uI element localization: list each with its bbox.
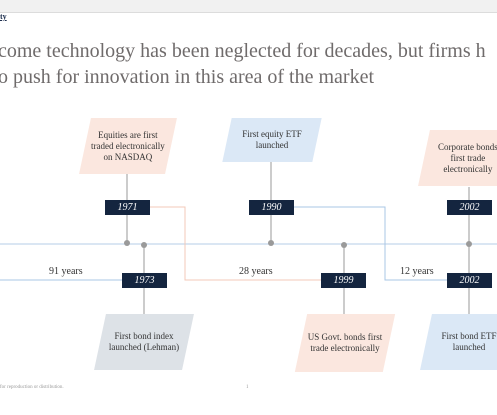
- event-card-1990: First equity ETF launched: [222, 118, 322, 162]
- top-toolbar-strip: [0, 0, 497, 13]
- footer-disclaimer: for reproduction or distribution.: [0, 385, 64, 390]
- title-line-1: come technology has been neglected for d…: [0, 40, 486, 62]
- year-label-1973: 1973: [122, 273, 167, 288]
- year-label-1971: 1971: [105, 200, 150, 215]
- gap-label-2: 28 years: [237, 266, 275, 278]
- event-card-1973: First bond index launched (Lehman): [94, 314, 194, 370]
- gap-connector-3: [294, 206, 448, 281]
- title-line-2: o push for innovation in this area of th…: [0, 66, 375, 88]
- year-label-2002-top: 2002: [447, 200, 492, 215]
- year-label-1999: 1999: [321, 273, 366, 288]
- gap-connector-2: [150, 206, 322, 281]
- dot-1990: [268, 240, 274, 246]
- event-card-1999: US Govt. bonds first trade electronicall…: [294, 314, 396, 372]
- event-card-1971: Equities are first traded electronically…: [79, 118, 177, 174]
- event-card-2002-top: Corporate bonds first trade electronical…: [418, 130, 497, 186]
- page-number: 1: [246, 385, 249, 390]
- dot-1999: [341, 242, 347, 248]
- dot-2002: [466, 241, 472, 247]
- dot-1971: [124, 240, 130, 246]
- year-label-2002-bottom: 2002: [447, 273, 492, 288]
- event-card-2002-bottom: First bond ETF launched: [420, 314, 497, 370]
- gap-label-1: 91 years: [47, 266, 85, 278]
- gap-label-3: 12 years: [398, 266, 436, 278]
- page-title: come technology has been neglected for d…: [0, 38, 497, 90]
- dot-1973: [141, 242, 147, 248]
- year-label-1990: 1990: [249, 200, 294, 215]
- breadcrumb[interactable]: ty: [0, 12, 7, 21]
